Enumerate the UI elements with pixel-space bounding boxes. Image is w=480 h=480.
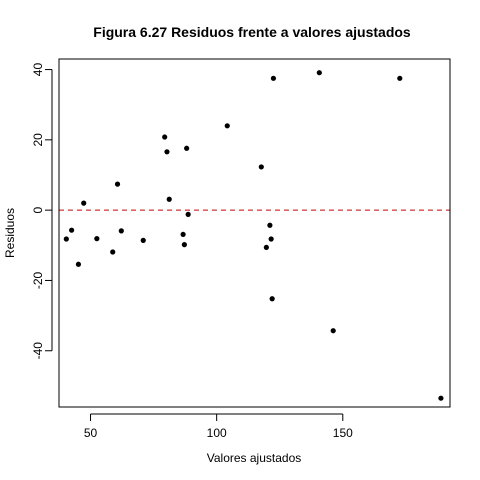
data-point (69, 227, 75, 233)
data-point (224, 123, 230, 129)
x-tick-label: 100 (207, 426, 227, 440)
y-tick-label: 20 (31, 133, 45, 147)
y-tick-label: 40 (31, 63, 45, 77)
data-point (180, 231, 186, 238)
data-point (268, 236, 274, 242)
data-point (81, 200, 87, 206)
data-point (263, 244, 269, 251)
x-axis-label: Valores ajustados (207, 451, 302, 465)
data-point (114, 181, 121, 187)
x-tick-label: 150 (333, 426, 353, 440)
data-point (270, 75, 277, 81)
y-axis-label: Residuos (3, 208, 17, 258)
y-tick-label: 0 (31, 206, 45, 213)
data-point (110, 249, 116, 255)
data-points (63, 70, 444, 401)
data-point (140, 237, 146, 243)
data-point (397, 75, 403, 81)
y-axis: -40 -20 0 20 40 (31, 63, 53, 360)
data-point (258, 164, 264, 170)
plot-frame (58, 58, 451, 408)
data-point (438, 395, 444, 401)
data-point (164, 149, 170, 155)
x-axis: 50 100 150 (84, 413, 353, 440)
data-point (185, 211, 191, 217)
y-tick-label: -20 (31, 271, 45, 289)
data-point (94, 236, 100, 242)
data-point (269, 296, 275, 302)
data-point (181, 242, 187, 248)
y-tick-label: -40 (31, 342, 45, 360)
x-tick-label: 50 (84, 426, 98, 440)
chart-title: Figura 6.27 Residuos frente a valores aj… (93, 24, 411, 40)
data-point (330, 328, 336, 334)
data-point (118, 228, 124, 234)
data-point (166, 196, 172, 202)
data-point (162, 134, 168, 140)
data-point (316, 70, 322, 76)
data-point (267, 222, 273, 228)
data-point (63, 236, 69, 242)
data-point (184, 145, 190, 151)
data-point (75, 261, 82, 267)
